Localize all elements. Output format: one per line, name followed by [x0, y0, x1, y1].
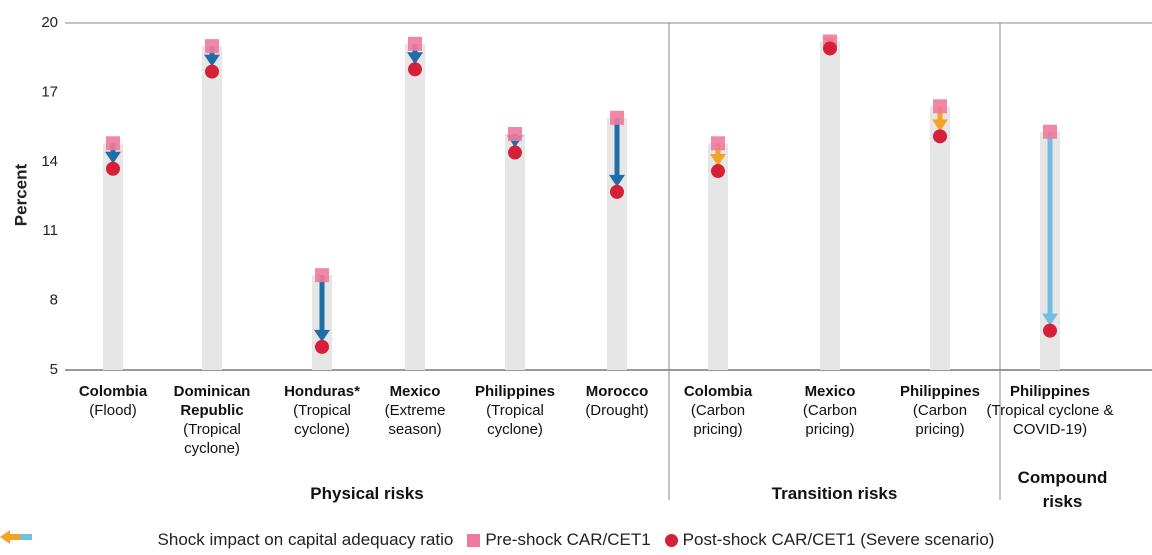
pre-shock-marker — [408, 36, 422, 51]
category-name: Colombia — [78, 383, 148, 400]
x-tick-label: Philippines (Tropical cyclone) — [465, 382, 565, 439]
category-name: Philippines — [1009, 383, 1090, 400]
y-tick-label: 17 — [41, 83, 58, 100]
category-name: Mexico — [389, 383, 441, 400]
scenario-label: (Tropical cyclone) — [183, 421, 241, 457]
legend-swatch — [467, 533, 481, 547]
y-tick-label: 5 — [50, 361, 58, 378]
post-shock-marker — [933, 129, 947, 144]
pre-shock-marker — [711, 136, 725, 151]
scenario-label: (Tropical cyclone) — [486, 402, 544, 438]
arrow-head — [609, 174, 625, 187]
pre-shock-marker — [508, 127, 522, 142]
scenario-label: (Drought) — [585, 402, 649, 419]
x-tick-label: Colombia (Flood) — [63, 382, 163, 420]
shock-arrow — [314, 275, 330, 342]
post-shock-marker — [315, 339, 329, 354]
pre-shock-bar — [930, 106, 950, 370]
scenario-label: (Carbon pricing) — [802, 402, 858, 438]
scenario-label: (Carbon pricing) — [912, 402, 968, 438]
category-name: Philippines — [474, 383, 555, 400]
x-tick-label: Mexico (Extreme season) — [365, 382, 465, 439]
x-tick-label: Honduras* (Tropical cyclone) — [272, 382, 372, 439]
legend-text: Post-shock CAR/CET1 (Severe scenario) — [682, 530, 995, 549]
x-tick-label: Dominican Republic (Tropical cyclone) — [162, 382, 262, 458]
legend-swatch — [664, 533, 678, 547]
category-name: Honduras* — [284, 383, 360, 400]
y-tick-label: 11 — [42, 222, 58, 239]
x-tick-label: Philippines (Carbon pricing) — [890, 382, 990, 439]
arrow-head — [932, 119, 948, 132]
group-label: Compound risks — [1017, 468, 1108, 511]
group-label: Transition risks — [771, 484, 898, 503]
pre-shock-marker — [315, 268, 329, 283]
pre-shock-marker — [205, 39, 219, 54]
post-shock-marker — [106, 161, 120, 176]
shock-arrow — [609, 117, 625, 187]
pre-shock-marker — [933, 99, 947, 114]
post-shock-marker — [408, 62, 422, 77]
pre-shock-bar — [820, 41, 840, 371]
y-axis-label: Percent — [11, 163, 30, 226]
scenario-label: (Flood) — [89, 402, 137, 419]
post-shock-marker — [1043, 323, 1057, 338]
pre-shock-bar — [607, 117, 627, 370]
arrow-part — [20, 534, 32, 540]
post-shock-marker — [205, 64, 219, 79]
category-name: Dominican Republic — [173, 383, 251, 419]
category-name: Philippines — [899, 383, 980, 400]
pre-shock-marker — [610, 110, 624, 125]
group-label: Physical risks — [310, 484, 424, 503]
x-tick-label: Philippines (Tropical cyclone & COVID-19) — [975, 382, 1125, 439]
scenario-label: (Tropical cyclone) — [293, 402, 351, 438]
pre-shock-bar — [505, 134, 525, 370]
legend-item: Shock impact on capital adequacy ratio — [0, 530, 454, 550]
category-name: Mexico — [804, 383, 856, 400]
arrow-head — [105, 151, 121, 164]
post-shock-marker — [508, 145, 522, 160]
arrow-head — [314, 329, 330, 342]
x-tick-label: Morocco (Drought) — [567, 382, 667, 420]
arrow-head — [0, 530, 10, 544]
category-name: Colombia — [683, 383, 753, 400]
pre-shock-bar — [708, 143, 728, 370]
scenario-label: (Carbon pricing) — [690, 402, 746, 438]
arrow-head — [710, 154, 726, 167]
arrow-part — [10, 534, 20, 540]
post-shock-marker — [711, 164, 725, 179]
x-tick-label: Colombia (Carbon pricing) — [668, 382, 768, 439]
pre-shock-bar — [103, 143, 123, 370]
y-tick-label: 14 — [41, 153, 58, 170]
arrow-head — [1042, 313, 1058, 326]
arrow-head — [407, 52, 423, 65]
pre-shock-marker — [1043, 124, 1057, 139]
legend-item: Post-shock CAR/CET1 (Severe scenario) — [664, 530, 995, 550]
legend-text: Shock impact on capital adequacy ratio — [157, 530, 454, 549]
legend-arrow — [0, 530, 32, 544]
scenario-label: (Extreme season) — [384, 402, 446, 438]
y-tick-label: 20 — [41, 14, 58, 31]
pre-shock-marker — [106, 136, 120, 151]
pre-shock-bar — [202, 46, 222, 371]
post-shock-marker — [610, 184, 624, 199]
pre-shock-bar — [405, 43, 425, 370]
post-shock-marker — [823, 41, 837, 56]
legend-item: Pre-shock CAR/CET1 — [467, 530, 651, 550]
category-name: Morocco — [585, 383, 649, 400]
legend: Shock impact on capital adequacy ratio Pr… — [0, 530, 1152, 550]
y-tick-label: 8 — [50, 292, 58, 309]
legend-text: Pre-shock CAR/CET1 — [485, 530, 651, 549]
shock-arrow — [1042, 131, 1058, 326]
scenario-label: (Tropical cyclone & COVID-19) — [986, 402, 1114, 438]
x-tick-label: Mexico (Carbon pricing) — [780, 382, 880, 439]
arrow-head — [204, 54, 220, 67]
